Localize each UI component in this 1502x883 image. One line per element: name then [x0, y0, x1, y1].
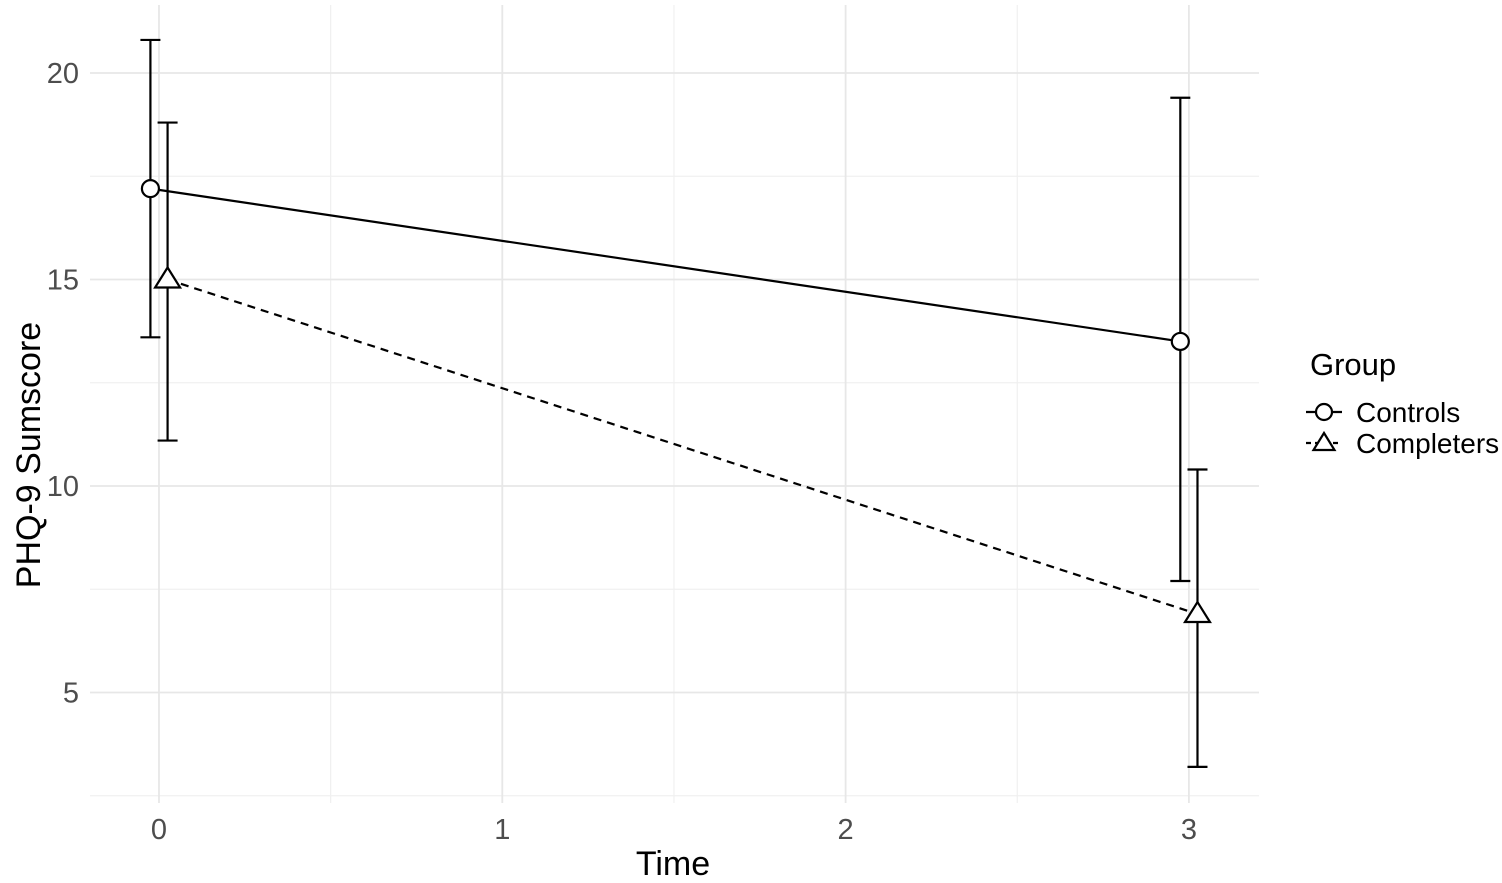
x-axis-title: Time: [636, 845, 710, 883]
y-tick-label: 5: [63, 678, 79, 710]
y-tick-label: 20: [47, 58, 79, 90]
series-layer: [140, 38, 1212, 768]
x-tick-label: 1: [494, 814, 510, 846]
axis-labels-layer: 5 10 15 20 0 1 2 3: [47, 58, 1197, 846]
y-tick-label: 15: [47, 265, 79, 297]
legend-key-triangle-icon: [1311, 430, 1337, 452]
series-line-controls: [150, 187, 1181, 343]
gridlines-layer: [90, 5, 1259, 803]
data-point-completers: [1182, 599, 1212, 624]
x-tick-label: 3: [1181, 814, 1197, 846]
y-axis-title: PHQ-9 Sumscore: [10, 322, 48, 588]
y-tick-label: 10: [47, 471, 79, 503]
x-tick-label: 0: [151, 814, 167, 846]
series-line-completers: [167, 278, 1198, 616]
data-point-controls: [1170, 331, 1190, 352]
legend-key-circle-icon: [1314, 402, 1334, 422]
legend-item-label: Controls: [1356, 397, 1460, 428]
x-tick-label: 2: [838, 814, 854, 846]
data-point-completers: [153, 265, 183, 289]
data-point-controls: [140, 179, 161, 199]
legend-title: Group: [1310, 347, 1396, 382]
legend-item-label: Completers: [1356, 428, 1499, 459]
